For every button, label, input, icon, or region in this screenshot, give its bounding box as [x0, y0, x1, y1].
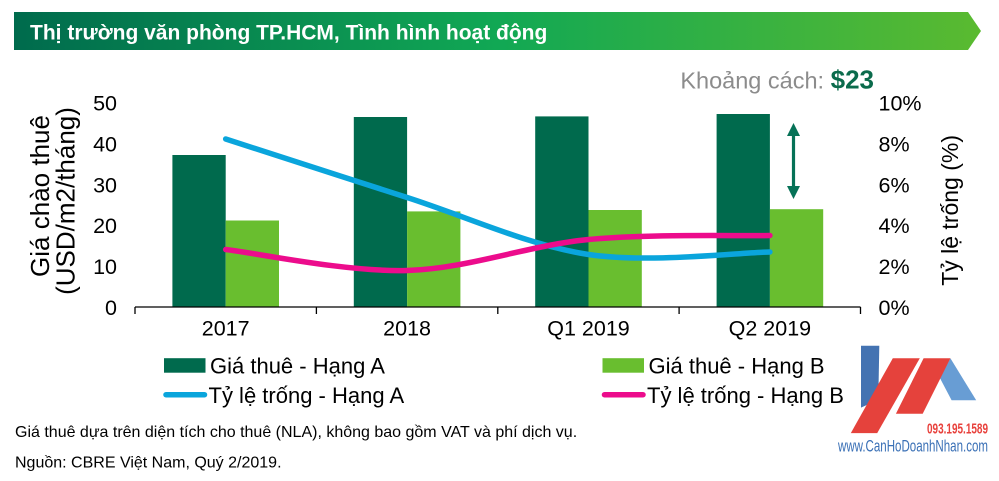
svg-text:2018: 2018	[383, 316, 431, 340]
svg-text:Tỷ lệ trống (%): Tỷ lệ trống (%)	[937, 135, 963, 286]
svg-text:6%: 6%	[879, 173, 910, 197]
svg-text:(USD/m2/tháng): (USD/m2/tháng)	[51, 107, 81, 295]
svg-text:www.CanHoDoanhNhan.com: www.CanHoDoanhNhan.com	[837, 438, 988, 456]
svg-text:4%: 4%	[879, 214, 910, 238]
svg-text:50: 50	[93, 92, 117, 116]
svg-text:Thị trường văn phòng TP.HCM, T: Thị trường văn phòng TP.HCM, Tình hình h…	[30, 22, 547, 45]
svg-text:093.195.1589: 093.195.1589	[927, 422, 988, 438]
svg-text:Nguồn: CBRE Việt Nam, Quý 2/20: Nguồn: CBRE Việt Nam, Quý 2/2019.	[15, 454, 282, 471]
svg-text:Giá thuê dựa trên diện tích ch: Giá thuê dựa trên diện tích cho thuê (NL…	[15, 424, 577, 441]
svg-text:2%: 2%	[879, 255, 910, 279]
svg-text:10%: 10%	[879, 92, 922, 116]
svg-text:Tỷ lệ trống - Hạng A: Tỷ lệ trống - Hạng A	[209, 383, 405, 408]
svg-text:Giá chào thuê: Giá chào thuê	[25, 115, 55, 277]
svg-text:Q2 2019: Q2 2019	[729, 316, 811, 340]
svg-text:Khoảng cách: $23: Khoảng cách: $23	[680, 65, 874, 95]
svg-text:0: 0	[105, 296, 117, 320]
svg-text:30: 30	[93, 173, 117, 197]
svg-text:20: 20	[93, 214, 117, 238]
svg-text:Q1 2019: Q1 2019	[547, 316, 629, 340]
svg-text:8%: 8%	[879, 132, 910, 156]
svg-text:2017: 2017	[202, 316, 250, 340]
svg-text:0%: 0%	[879, 296, 910, 320]
svg-text:Tỷ lệ trống - Hạng B: Tỷ lệ trống - Hạng B	[647, 383, 844, 408]
svg-text:Giá thuê - Hạng A: Giá thuê - Hạng A	[210, 354, 385, 379]
svg-text:Giá thuê - Hạng B: Giá thuê - Hạng B	[649, 354, 825, 379]
svg-text:40: 40	[93, 132, 117, 156]
svg-text:10: 10	[93, 255, 117, 279]
